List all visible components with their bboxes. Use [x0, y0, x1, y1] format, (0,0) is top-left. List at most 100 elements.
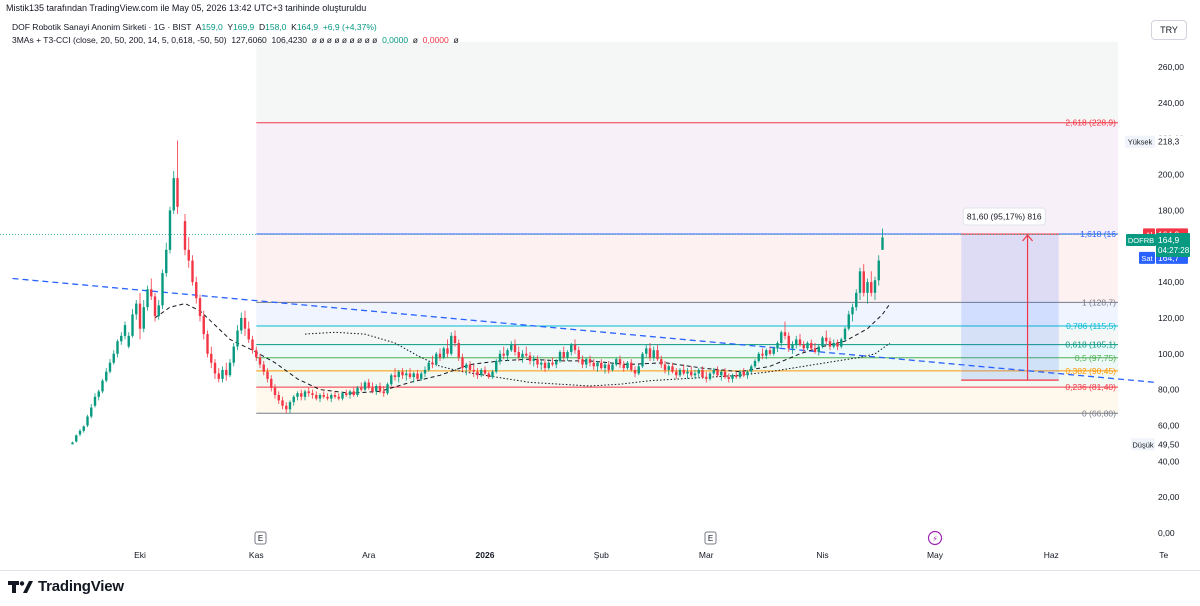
candle-body	[787, 335, 790, 349]
candle-body	[281, 400, 284, 406]
candle	[630, 359, 633, 372]
candle-body	[498, 353, 502, 361]
candle-body	[405, 373, 408, 376]
brand[interactable]: TradingView	[8, 578, 124, 595]
high-badge-label: Yüksek	[1128, 138, 1153, 147]
candle-body	[375, 386, 378, 392]
candle	[667, 364, 670, 376]
candle-body	[783, 332, 787, 336]
candle-body	[120, 335, 123, 342]
candle	[281, 396, 284, 410]
candle-body	[791, 344, 794, 349]
candle	[360, 382, 363, 392]
candle-body	[416, 373, 419, 379]
candle	[720, 369, 723, 381]
candle	[536, 355, 539, 369]
candle	[540, 359, 543, 370]
x-tick-label: Ara	[362, 550, 376, 560]
symbol-line[interactable]: DOF Robotik Sanayi Anonim Sirketi · 1G ·…	[12, 22, 192, 32]
open-value: 159,0	[201, 22, 223, 32]
candle-body	[716, 369, 719, 376]
candle-body	[825, 337, 828, 342]
candle-body	[870, 282, 873, 293]
high-label: Y	[227, 22, 233, 32]
candle-body	[517, 351, 520, 358]
candle	[78, 429, 82, 437]
candle	[780, 330, 783, 347]
candle	[637, 364, 640, 376]
candle-body	[547, 362, 550, 369]
candle-body	[521, 353, 524, 358]
candle	[446, 339, 449, 358]
candle	[847, 310, 850, 331]
candle	[873, 276, 877, 300]
candle-body	[648, 348, 652, 358]
candle	[843, 326, 847, 342]
indicator-line[interactable]: 3MAs + T3-CCI (close, 20, 50, 200, 14, 5…	[12, 35, 227, 45]
candle	[457, 339, 460, 361]
x-tick-label: Mar	[699, 550, 714, 560]
candle	[97, 389, 100, 401]
candle-body	[330, 394, 333, 399]
candle-body	[240, 317, 243, 331]
candle-body	[641, 353, 644, 367]
indicator-value-4: 0,0000	[382, 35, 409, 45]
candle-body	[682, 369, 685, 374]
fib-zone	[256, 234, 1118, 303]
candle	[603, 362, 607, 374]
candle	[300, 389, 303, 401]
candle-body	[851, 307, 854, 315]
candle-body	[243, 317, 247, 329]
candle-body	[581, 359, 584, 365]
candle	[333, 391, 337, 399]
candle	[768, 346, 772, 356]
candle-body	[543, 362, 547, 369]
price-chart[interactable]: 0 (66,80) 0,236 (81,40) 0,382 (90,45) 0,5 (…	[0, 0, 1200, 570]
candle-body	[225, 369, 228, 376]
candle-body	[626, 362, 629, 369]
candle-body	[821, 337, 824, 347]
candle-body	[596, 362, 599, 367]
candle	[363, 380, 367, 392]
fib-level-label: 0,382 (90,45)	[1065, 366, 1116, 376]
earnings-marker-box	[254, 531, 267, 545]
fib-zone	[256, 344, 1118, 358]
candle-body	[472, 369, 475, 372]
sell-badge-label: Sat	[1141, 254, 1153, 263]
candle-body	[112, 353, 115, 363]
candle-body	[720, 371, 723, 376]
y-tick-label: 60,00	[1158, 420, 1180, 430]
candle-body	[836, 343, 839, 347]
currency-selector[interactable]: TRY	[1151, 20, 1187, 40]
candle-body	[513, 344, 517, 352]
candle-body	[660, 359, 663, 365]
candle-body	[210, 353, 213, 363]
candle	[795, 335, 798, 349]
candle-body	[577, 350, 580, 360]
candle-body	[862, 271, 865, 293]
candle-body	[446, 348, 449, 354]
candle-body	[393, 375, 397, 378]
candle-body	[873, 280, 877, 293]
candle	[825, 330, 828, 345]
indicator-value-2: 106,4230	[271, 35, 307, 45]
measure-arrow-head	[1022, 234, 1034, 242]
candle	[712, 368, 715, 376]
candle-body	[618, 359, 622, 365]
candle	[288, 400, 292, 413]
candle-body	[108, 362, 112, 372]
high-badge-value: 218,3	[1158, 137, 1180, 147]
candle-body	[363, 382, 367, 390]
candle-body	[750, 366, 753, 372]
candle	[678, 368, 682, 378]
x-tick-label: May	[927, 550, 944, 560]
candle	[738, 369, 742, 379]
fib-zone	[256, 41, 1118, 123]
candle-body	[311, 393, 314, 395]
candle	[746, 369, 749, 379]
candle	[487, 371, 490, 379]
candle-body	[588, 359, 592, 363]
candle-body	[780, 332, 783, 344]
candle	[146, 285, 149, 311]
indicator-value-1: 127,6060	[231, 35, 267, 45]
